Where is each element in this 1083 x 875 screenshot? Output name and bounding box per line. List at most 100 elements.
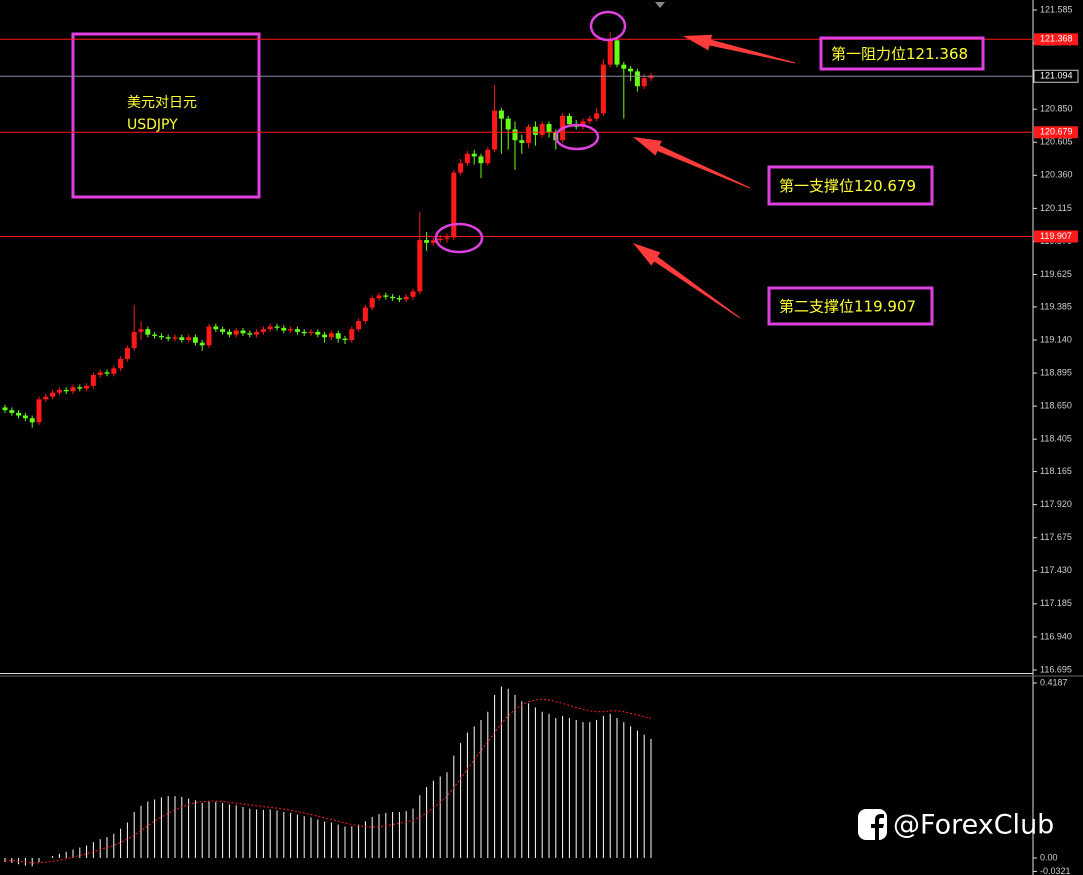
candle-body: [546, 124, 552, 133]
y-tick-label: 117.430: [1040, 565, 1072, 575]
candle-body: [485, 149, 491, 164]
candle-body: [145, 329, 151, 335]
annotation-text: 第二支撑位119.907: [779, 298, 916, 316]
current-price-box: [1033, 69, 1079, 83]
candle-body: [512, 129, 518, 141]
shift-marker: [655, 2, 665, 8]
candle-body: [213, 326, 219, 330]
annotation-arrow: [633, 243, 741, 319]
candle-body: [124, 348, 130, 359]
chart-title: 美元对日元: [127, 95, 197, 111]
candle-body: [328, 333, 334, 338]
candle-body: [233, 330, 239, 335]
candle-body: [464, 153, 470, 164]
highlight-circle: [589, 10, 627, 42]
candle-body: [179, 337, 185, 340]
candle-body: [199, 342, 205, 346]
candle-body: [247, 333, 253, 335]
current-price-label: 121.094: [1040, 71, 1073, 81]
candle-body: [260, 329, 266, 332]
candle-body: [240, 330, 246, 334]
y-tick-label: 119.385: [1040, 301, 1072, 311]
candle-body: [362, 307, 368, 322]
candle-body: [192, 337, 198, 343]
candle-body: [335, 333, 341, 339]
candle-body: [410, 291, 416, 297]
candle-body: [417, 240, 423, 292]
candle-body: [63, 389, 69, 392]
candle-body: [437, 238, 443, 241]
candle-body: [152, 334, 158, 336]
y-tick-label: 119.140: [1040, 334, 1072, 344]
candle-body: [594, 113, 600, 119]
candle-body: [322, 334, 328, 338]
candle-body: [267, 326, 273, 330]
candle-body: [403, 296, 409, 300]
candle-body: [158, 335, 164, 338]
candle-body: [43, 396, 49, 400]
y-tick-label: 118.650: [1040, 400, 1072, 410]
y-tick-label: 120.850: [1040, 104, 1073, 114]
highlight-circle: [554, 123, 600, 151]
y-tick-label: 0.4187: [1040, 677, 1068, 687]
candle-body: [70, 387, 76, 392]
candle-body: [254, 331, 260, 335]
candle-body: [274, 326, 280, 328]
y-tick-label: 118.165: [1040, 466, 1072, 476]
candle-body: [458, 163, 464, 173]
candle-body: [50, 392, 56, 397]
title-box: [71, 32, 261, 199]
y-tick-label: 117.185: [1040, 598, 1072, 608]
candle-body: [172, 337, 178, 339]
candle-body: [444, 237, 450, 239]
annotation-arrow: [683, 34, 796, 64]
y-tick-label: 120.605: [1040, 137, 1073, 147]
candle-body: [566, 115, 572, 125]
candle-body: [90, 375, 96, 386]
candle-body: [390, 296, 396, 299]
level-label: 120.679: [1040, 127, 1073, 137]
candle-body: [226, 331, 232, 335]
y-tick-label: 117.920: [1040, 499, 1072, 509]
y-tick-label: 0.00: [1040, 852, 1058, 862]
candle-body: [519, 140, 525, 143]
candle-body: [641, 78, 647, 87]
candle-body: [29, 418, 35, 423]
candle-body: [539, 124, 545, 135]
candle-body: [9, 410, 15, 413]
candle-body: [532, 126, 538, 135]
y-tick-label: 118.895: [1040, 367, 1072, 377]
candle-body: [356, 321, 362, 330]
candle-body: [471, 153, 477, 157]
candle-body: [648, 75, 654, 79]
candle-body: [281, 327, 287, 331]
candle-body: [118, 358, 124, 369]
y-tick-label: 117.675: [1040, 532, 1072, 542]
y-tick-label: 120.360: [1040, 170, 1073, 180]
candle-body: [301, 331, 307, 334]
candle-body: [376, 295, 382, 299]
level-box: [1034, 33, 1078, 46]
annotation-text: 第一阻力位121.368: [831, 45, 968, 63]
y-tick-label: 116.695: [1040, 664, 1072, 674]
candle-body: [526, 126, 532, 143]
y-tick-label: 121.585: [1040, 4, 1073, 14]
candle-body: [451, 172, 457, 238]
watermark: @ForexClub: [858, 809, 1054, 841]
candle-body: [628, 68, 634, 72]
candle-body: [97, 372, 103, 376]
candle-body: [308, 331, 314, 334]
candle-body: [77, 387, 83, 389]
level-label: 119.907: [1040, 231, 1072, 241]
candle-body: [131, 331, 137, 349]
candle-body: [498, 110, 504, 119]
candle-body: [111, 368, 117, 374]
annotation-text: 第一支撑位120.679: [779, 177, 916, 195]
candle-body: [36, 399, 42, 423]
candle-body: [288, 329, 294, 331]
candle-body: [315, 331, 321, 335]
candle-body: [104, 372, 110, 374]
signal-line: [4, 698, 652, 864]
candle-body: [2, 407, 8, 411]
